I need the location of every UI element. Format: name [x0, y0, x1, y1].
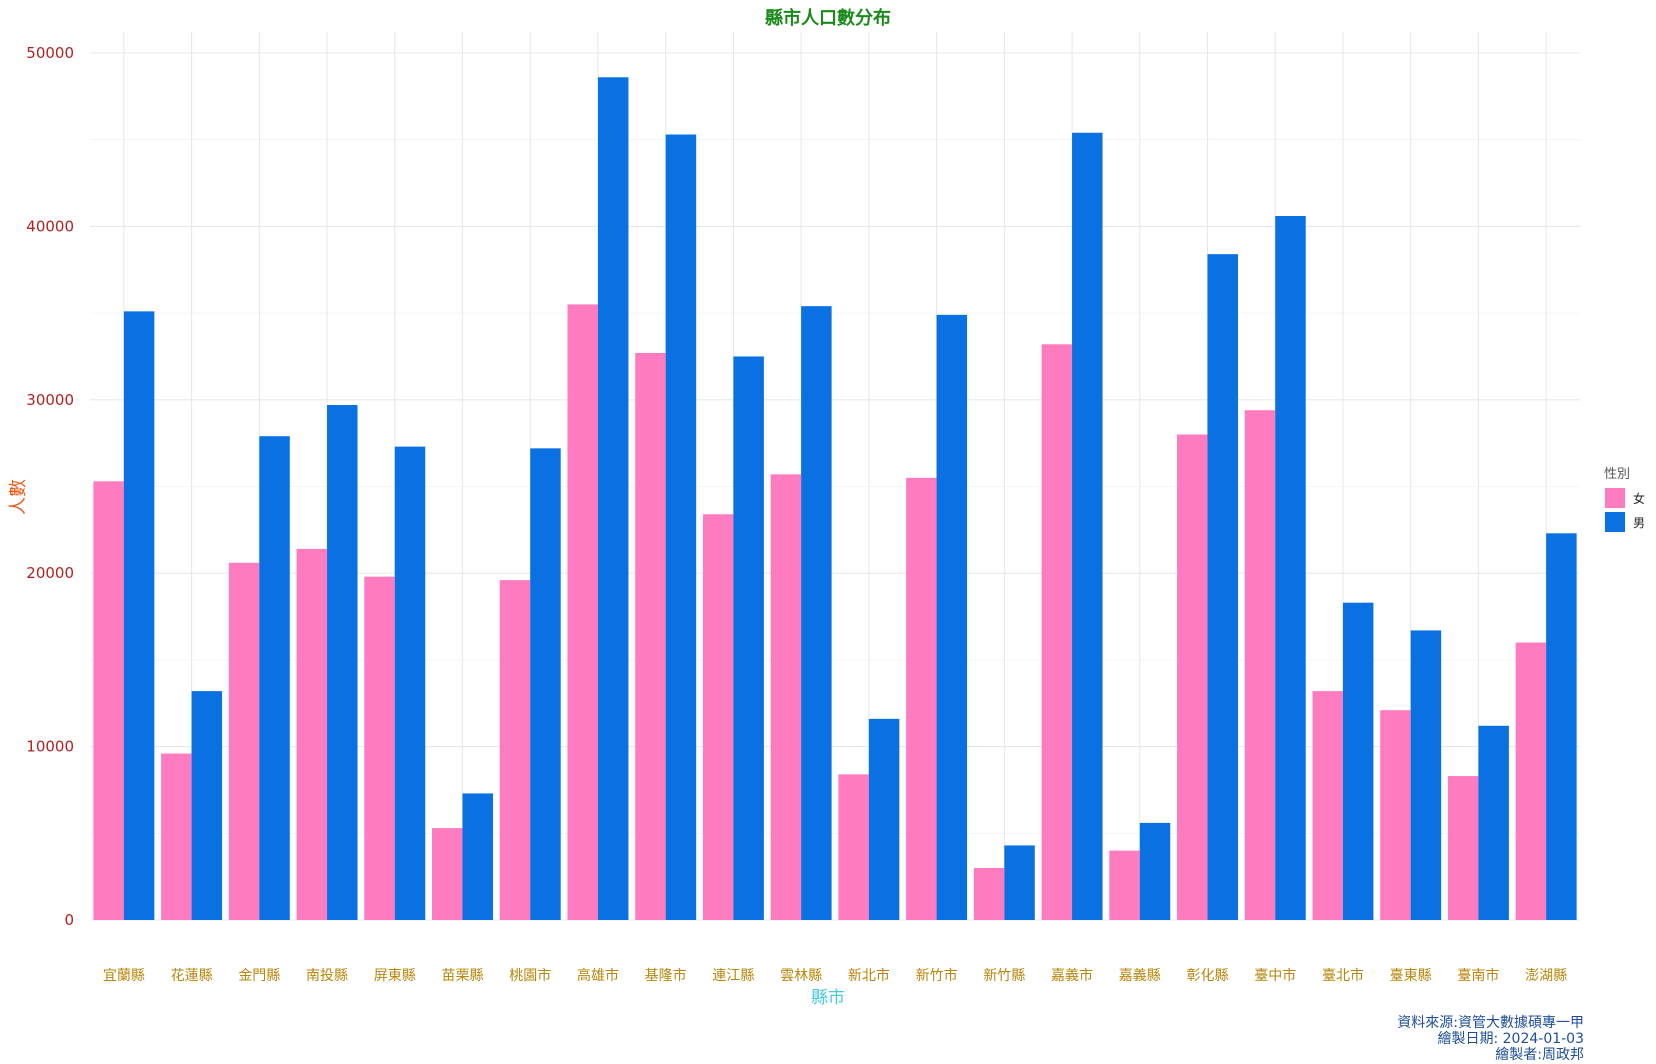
x-tick-label: 新北市	[848, 967, 890, 984]
x-tick-label: 花蓮縣	[171, 968, 213, 984]
bar-female	[228, 562, 260, 920]
bar-male	[1004, 845, 1035, 920]
x-tick-label: 宜蘭縣	[103, 968, 145, 984]
bar-male	[1139, 822, 1171, 920]
legend-title: 性別	[1604, 467, 1630, 482]
bar-male	[394, 446, 426, 920]
bar-male	[1072, 132, 1103, 920]
y-axis-label: 人數	[8, 479, 29, 515]
x-tick-label: 金門縣	[238, 968, 280, 984]
x-tick-label: 澎湖縣	[1525, 968, 1567, 984]
bar-female	[1041, 344, 1073, 920]
y-tick-label: 10000	[26, 738, 74, 756]
x-tick-label: 高雄市	[577, 967, 619, 984]
x-tick-label: 新竹市	[916, 967, 958, 984]
bar-female	[1177, 434, 1208, 920]
x-tick-label: 南投縣	[306, 968, 348, 984]
x-tick-label: 臺中市	[1254, 967, 1296, 984]
bar-female	[93, 481, 124, 920]
bar-male	[462, 793, 493, 920]
x-axis-label: 縣市	[811, 988, 845, 1008]
bars	[93, 77, 1577, 921]
x-tick-label: 彰化縣	[1187, 967, 1229, 984]
bar-female	[1312, 691, 1343, 920]
x-tick-label: 連江縣	[712, 968, 754, 984]
legend-label-male: 男	[1633, 516, 1645, 530]
x-tick-label: 臺南市	[1457, 967, 1499, 984]
caption: 資料來源:資管大數據碩專一甲 繪製日期: 2024-01-03 繪製者:周政邦	[1397, 1015, 1584, 1063]
x-tick-label: 嘉義縣	[1119, 967, 1161, 984]
bar-female	[770, 474, 802, 920]
bar-male	[868, 718, 900, 920]
caption-author: 繪製者:周政邦	[1495, 1046, 1584, 1060]
x-tick-label: 苗栗縣	[442, 968, 484, 984]
y-tick-label: 0	[64, 911, 74, 929]
bar-male	[1478, 725, 1509, 920]
y-tick-label: 20000	[26, 564, 74, 582]
bar-male	[259, 436, 290, 920]
bar-female	[1380, 710, 1411, 920]
bar-female	[161, 753, 192, 920]
bar-male	[665, 134, 697, 921]
x-tick-label: 嘉義市	[1051, 967, 1093, 984]
bar-female	[567, 304, 598, 920]
chart-title: 縣市人口數分布	[765, 7, 891, 29]
bar-male	[191, 691, 223, 920]
bar-female	[296, 548, 328, 920]
bar-male	[327, 405, 358, 920]
x-tick-label: 雲林縣	[780, 968, 822, 984]
bar-male	[597, 77, 629, 920]
bar-male	[733, 356, 764, 920]
bar-female	[635, 352, 666, 920]
legend-key-female	[1605, 488, 1625, 508]
legend-label-female: 女	[1633, 491, 1645, 506]
bar-female	[1447, 776, 1479, 920]
bar-male	[530, 448, 561, 920]
y-tick-labels: 0 10000 20000 30000 40000 50000	[26, 44, 74, 929]
x-tick-label: 臺北市	[1322, 967, 1364, 984]
bar-female	[432, 828, 463, 920]
caption-date: 繪製日期: 2024-01-03	[1437, 1030, 1584, 1047]
x-tick-label: 桃園市	[509, 967, 551, 984]
x-tick-label: 臺東縣	[1390, 968, 1432, 984]
bar-female	[906, 477, 937, 920]
bar-male	[1410, 630, 1442, 920]
legend: 性別 女 男	[1604, 467, 1645, 532]
bar-female	[1515, 642, 1547, 920]
legend-key-male	[1605, 512, 1625, 532]
bar-male	[123, 311, 155, 921]
bar-female	[973, 867, 1005, 920]
bar-male	[936, 314, 968, 921]
y-tick-label: 30000	[26, 391, 74, 409]
bar-male	[1207, 254, 1238, 921]
y-tick-label: 40000	[26, 217, 74, 235]
bar-female	[838, 774, 869, 920]
bar-female	[1244, 410, 1276, 920]
bar-male	[1342, 602, 1374, 920]
caption-source: 資料來源:資管大數據碩專一甲	[1397, 1015, 1584, 1031]
y-tick-label: 50000	[26, 44, 74, 62]
bar-female	[702, 514, 734, 920]
x-tick-labels: 宜蘭縣 花蓮縣 金門縣 南投縣 屏東縣 苗栗縣 桃園市 高雄市 基隆市 連江縣 雲林縣 新北市 新竹市 新…	[103, 967, 1567, 984]
bar-female	[1109, 850, 1140, 920]
bar-male	[1546, 533, 1577, 920]
bar-male	[1275, 215, 1306, 921]
x-tick-label: 新竹縣	[983, 968, 1025, 984]
x-tick-label: 屏東縣	[374, 968, 416, 984]
bar-female	[499, 580, 531, 920]
bar-male	[801, 306, 832, 920]
x-tick-label: 基隆市	[645, 967, 687, 984]
bar-female	[364, 576, 395, 920]
